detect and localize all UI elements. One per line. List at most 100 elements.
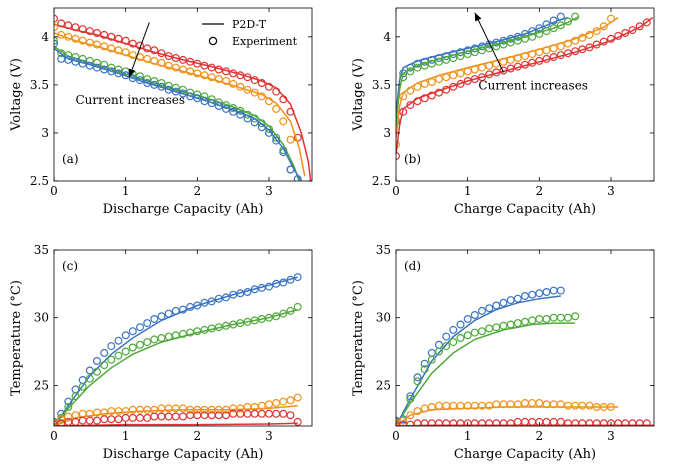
- marker-green: [478, 327, 487, 336]
- marker-red: [85, 27, 94, 36]
- marker-red: [585, 43, 594, 52]
- y-tick-label: 3.5: [30, 78, 49, 92]
- x-tick-label: 0: [50, 429, 58, 443]
- marker-green: [71, 392, 80, 401]
- marker-blue: [100, 348, 109, 357]
- marker-red: [272, 87, 281, 96]
- marker-blue: [100, 65, 109, 74]
- marker-green: [64, 403, 73, 412]
- marker-blue: [71, 385, 80, 394]
- marker-blue: [71, 57, 80, 66]
- marker-blue: [556, 12, 565, 21]
- y-tick-label: 2.5: [30, 174, 49, 188]
- marker-blue: [128, 327, 137, 336]
- marker-orange: [542, 46, 551, 55]
- marker-green: [100, 361, 109, 370]
- marker-red: [528, 417, 537, 426]
- marker-red: [78, 416, 87, 425]
- marker-red: [71, 417, 80, 426]
- marker-green: [257, 315, 266, 324]
- marker-red: [456, 79, 465, 88]
- marker-green: [114, 351, 123, 360]
- marker-red: [286, 411, 295, 420]
- marker-blue: [121, 71, 130, 80]
- marker-orange: [128, 51, 137, 60]
- marker-green: [442, 342, 451, 351]
- marker-orange: [399, 92, 408, 101]
- axes-box: [53, 249, 313, 427]
- marker-red: [571, 47, 580, 56]
- plot-area: [396, 286, 654, 426]
- marker-orange: [78, 36, 87, 45]
- marker-blue: [143, 319, 152, 328]
- marker-red: [64, 21, 73, 30]
- annotation-arrow-shaft: [128, 22, 150, 78]
- marker-red: [243, 409, 252, 418]
- marker-orange: [272, 399, 281, 408]
- marker-green: [236, 319, 245, 328]
- marker-red: [435, 88, 444, 97]
- x-tick-label: 3: [265, 429, 273, 443]
- marker-red: [186, 57, 195, 66]
- marker-red: [229, 69, 238, 78]
- marker-green: [463, 50, 472, 59]
- panel-d: 0 1 2 3 25 30 35 Charge Capacity (Ah) Temperatur…: [351, 243, 655, 462]
- y-axis-label: Voltage (V): [351, 58, 366, 132]
- panel-label: (c): [62, 259, 78, 273]
- marker-orange: [513, 53, 522, 62]
- marker-blue: [506, 34, 515, 43]
- marker-red: [427, 91, 436, 100]
- marker-red: [478, 73, 487, 82]
- marker-orange: [420, 79, 429, 88]
- marker-orange: [606, 403, 615, 412]
- marker-blue: [207, 297, 216, 306]
- axes-box: [395, 7, 655, 182]
- marker-orange: [114, 407, 123, 416]
- x-tick-label: 2: [194, 184, 202, 198]
- marker-orange: [585, 401, 594, 410]
- marker-blue: [528, 290, 537, 299]
- marker-orange: [243, 85, 252, 94]
- marker-orange: [578, 401, 587, 410]
- series-line-green: [396, 322, 576, 426]
- marker-blue: [164, 85, 173, 94]
- marker-green: [265, 125, 274, 134]
- x-tick-label: 3: [265, 184, 273, 198]
- marker-blue: [492, 38, 501, 47]
- marker-blue: [293, 273, 302, 282]
- marker-green: [420, 61, 429, 70]
- marker-blue: [243, 288, 252, 297]
- marker-blue: [136, 76, 145, 85]
- marker-blue: [171, 87, 180, 96]
- marker-orange: [413, 82, 422, 91]
- marker-orange: [157, 58, 166, 67]
- x-tick-label: 1: [122, 429, 130, 443]
- marker-red: [406, 420, 415, 426]
- y-tick-label: 25: [376, 378, 391, 392]
- marker-green: [571, 312, 580, 321]
- marker-green: [293, 302, 302, 311]
- marker-blue: [442, 332, 451, 341]
- marker-green: [435, 347, 444, 356]
- marker-orange: [143, 54, 152, 63]
- y-tick-label: 35: [376, 243, 391, 257]
- annotation-arrow-head: [474, 12, 482, 22]
- marker-red: [100, 415, 109, 424]
- marker-orange: [186, 67, 195, 76]
- marker-orange: [250, 88, 259, 97]
- marker-blue: [420, 359, 429, 368]
- marker-green: [563, 17, 572, 26]
- marker-blue: [286, 275, 295, 284]
- marker-orange: [478, 63, 487, 72]
- y-tick-label: 30: [34, 311, 49, 325]
- marker-red: [250, 409, 259, 418]
- marker-orange: [164, 61, 173, 70]
- marker-green: [492, 42, 501, 51]
- marker-orange: [556, 400, 565, 409]
- marker-green: [528, 32, 537, 41]
- marker-orange: [406, 86, 415, 95]
- marker-blue: [535, 289, 544, 298]
- marker-red: [222, 67, 231, 76]
- series-line-green: [54, 45, 300, 181]
- marker-green: [157, 78, 166, 87]
